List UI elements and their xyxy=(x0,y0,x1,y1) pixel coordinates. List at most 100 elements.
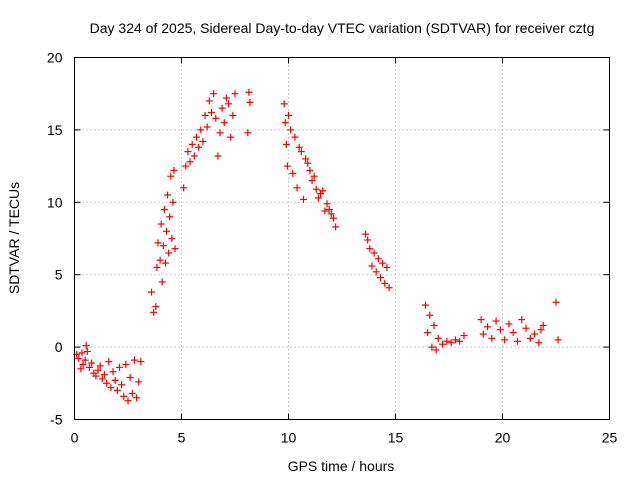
data-point xyxy=(325,206,333,214)
data-point xyxy=(195,143,203,151)
data-point xyxy=(79,360,87,368)
data-point xyxy=(77,365,85,373)
data-point xyxy=(379,259,387,267)
data-point xyxy=(332,223,340,231)
data-point xyxy=(245,88,253,96)
data-point xyxy=(133,394,141,402)
data-point xyxy=(214,152,222,160)
data-point xyxy=(180,184,188,192)
data-point xyxy=(505,320,513,328)
data-point xyxy=(554,336,562,344)
data-point xyxy=(518,316,526,324)
data-point xyxy=(113,387,121,395)
data-point xyxy=(383,263,391,271)
x-tick-label: 20 xyxy=(495,430,511,446)
data-point xyxy=(323,200,331,208)
data-point xyxy=(535,339,543,347)
data-point xyxy=(212,114,220,122)
data-point xyxy=(216,129,224,137)
data-point xyxy=(85,363,93,371)
data-point xyxy=(484,323,492,331)
y-axis-label: SDTVAR / TECUs xyxy=(6,182,22,294)
data-point xyxy=(227,133,235,141)
data-point xyxy=(460,332,468,340)
data-point xyxy=(171,245,179,253)
data-point xyxy=(111,376,119,384)
data-point xyxy=(170,166,178,174)
data-point xyxy=(210,90,218,98)
data-point xyxy=(314,194,322,202)
data-point xyxy=(197,126,205,134)
data-point xyxy=(434,334,442,342)
data-point xyxy=(78,349,86,357)
data-point xyxy=(186,158,194,166)
data-point xyxy=(372,268,380,276)
data-point xyxy=(283,162,291,170)
data-point xyxy=(362,230,370,238)
data-point xyxy=(244,129,252,137)
data-point xyxy=(539,321,547,329)
data-point xyxy=(366,245,374,253)
data-point xyxy=(169,198,177,206)
data-point xyxy=(126,374,134,382)
data-point xyxy=(374,255,382,263)
data-point xyxy=(531,330,539,338)
data-point xyxy=(439,340,447,348)
x-tick-label: 25 xyxy=(602,430,618,446)
data-point xyxy=(421,301,429,309)
data-points xyxy=(73,88,562,405)
data-point xyxy=(188,140,196,148)
data-point xyxy=(168,235,176,242)
data-point xyxy=(364,236,372,244)
data-point xyxy=(385,284,393,292)
data-point xyxy=(304,159,312,167)
data-point xyxy=(319,187,327,195)
data-point xyxy=(163,227,171,235)
data-point xyxy=(94,366,102,374)
data-point xyxy=(120,392,128,400)
data-point xyxy=(164,191,172,199)
data-point xyxy=(477,316,485,324)
data-point xyxy=(291,133,299,141)
y-tick-label: 10 xyxy=(47,194,63,210)
data-point xyxy=(203,123,211,131)
data-point xyxy=(509,329,517,337)
data-point xyxy=(152,303,160,311)
x-axis-label: GPS time / hours xyxy=(288,458,395,474)
data-point xyxy=(285,111,292,119)
data-point xyxy=(158,278,166,286)
data-point xyxy=(281,119,289,127)
data-point xyxy=(308,177,316,185)
data-point xyxy=(327,210,335,218)
data-point xyxy=(282,140,290,148)
data-point xyxy=(451,336,459,344)
data-point xyxy=(205,97,213,105)
data-point xyxy=(229,111,237,119)
y-tick-label: -5 xyxy=(50,412,63,428)
data-point xyxy=(428,343,436,351)
data-point xyxy=(522,324,530,332)
data-point xyxy=(456,337,464,345)
data-point xyxy=(302,155,310,163)
data-point xyxy=(321,207,329,215)
data-point xyxy=(306,166,314,174)
data-point xyxy=(153,263,161,271)
data-point xyxy=(287,126,295,134)
x-tick-label: 10 xyxy=(281,430,297,446)
data-point xyxy=(182,162,190,170)
data-point xyxy=(329,214,337,222)
data-point xyxy=(124,397,132,405)
data-point xyxy=(190,152,198,160)
data-point xyxy=(75,355,83,363)
data-point xyxy=(447,339,455,347)
data-point xyxy=(148,288,156,296)
data-point xyxy=(157,220,165,228)
data-point xyxy=(107,384,115,392)
data-point xyxy=(299,195,307,203)
data-point xyxy=(201,111,209,119)
data-point xyxy=(526,334,534,342)
y-tick-label: 20 xyxy=(47,50,63,66)
data-point xyxy=(432,346,440,354)
data-point xyxy=(92,372,100,380)
